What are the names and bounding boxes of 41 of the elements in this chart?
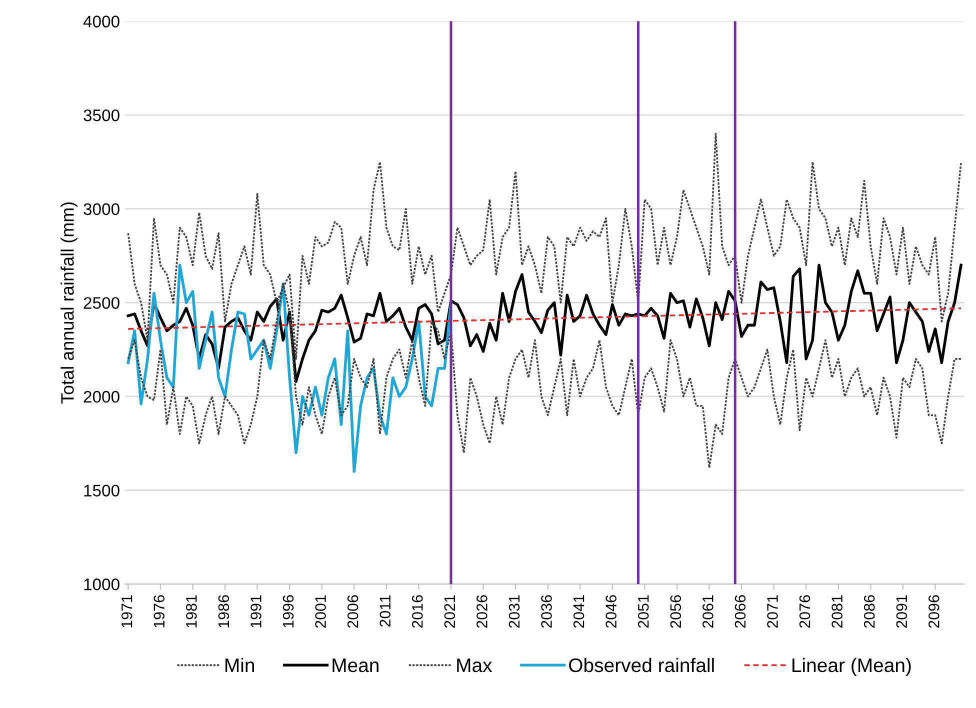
x-tick-label: 2046 <box>606 595 617 628</box>
x-tick-label: 2091 <box>896 595 908 628</box>
x-tick-label: 2076 <box>799 595 810 628</box>
x-tick-label: 2056 <box>670 595 682 628</box>
y-tick-label: 1000 <box>84 578 120 590</box>
x-tick-label: 2066 <box>734 595 746 628</box>
x-tick-label: 2096 <box>928 595 940 628</box>
line-series <box>126 264 452 473</box>
y-tick-label: 2500 <box>84 297 120 309</box>
x-tick-label: 2071 <box>767 595 778 628</box>
line-series <box>126 264 962 383</box>
y-axis-title: Total annual rainfall (mm) <box>60 202 78 404</box>
x-tick-label: 2036 <box>541 595 552 628</box>
y-tick-label: 1500 <box>84 484 120 496</box>
x-tick-label: 2041 <box>573 595 584 628</box>
x-tick-label: 2026 <box>476 595 488 628</box>
y-tick-label: 3000 <box>84 203 120 216</box>
x-tick-label: 2001 <box>315 595 326 628</box>
x-tick-label: 1981 <box>186 595 197 628</box>
x-tick-label: 2061 <box>702 595 714 628</box>
legend-label: Mean <box>332 658 378 672</box>
x-tick-label: 2081 <box>832 595 842 628</box>
legend-label: Observed rainfall <box>569 658 714 672</box>
legend-label: Linear (Mean) <box>792 658 911 676</box>
x-tick-label: 2006 <box>347 595 358 628</box>
x-tick-label: 2086 <box>864 595 875 628</box>
y-tick-label: 4000 <box>83 16 120 28</box>
x-tick-label: 2051 <box>638 595 649 628</box>
y-tick-label: 3500 <box>84 109 120 122</box>
x-tick-label: 1996 <box>282 595 294 628</box>
x-tick-label: 1976 <box>154 595 165 628</box>
x-tick-label: 1971 <box>121 595 132 628</box>
legend-label: Min <box>226 658 254 672</box>
x-tick-label: 2011 <box>380 595 391 627</box>
x-tick-label: 2021 <box>444 595 456 628</box>
y-tick-label: 2000 <box>84 390 120 403</box>
legend-label: Max <box>457 658 492 672</box>
x-tick-label: 2016 <box>412 595 423 628</box>
x-tick-label: 1986 <box>218 595 230 628</box>
x-tick-label: 2031 <box>508 595 520 628</box>
x-tick-label: 1991 <box>250 595 262 628</box>
